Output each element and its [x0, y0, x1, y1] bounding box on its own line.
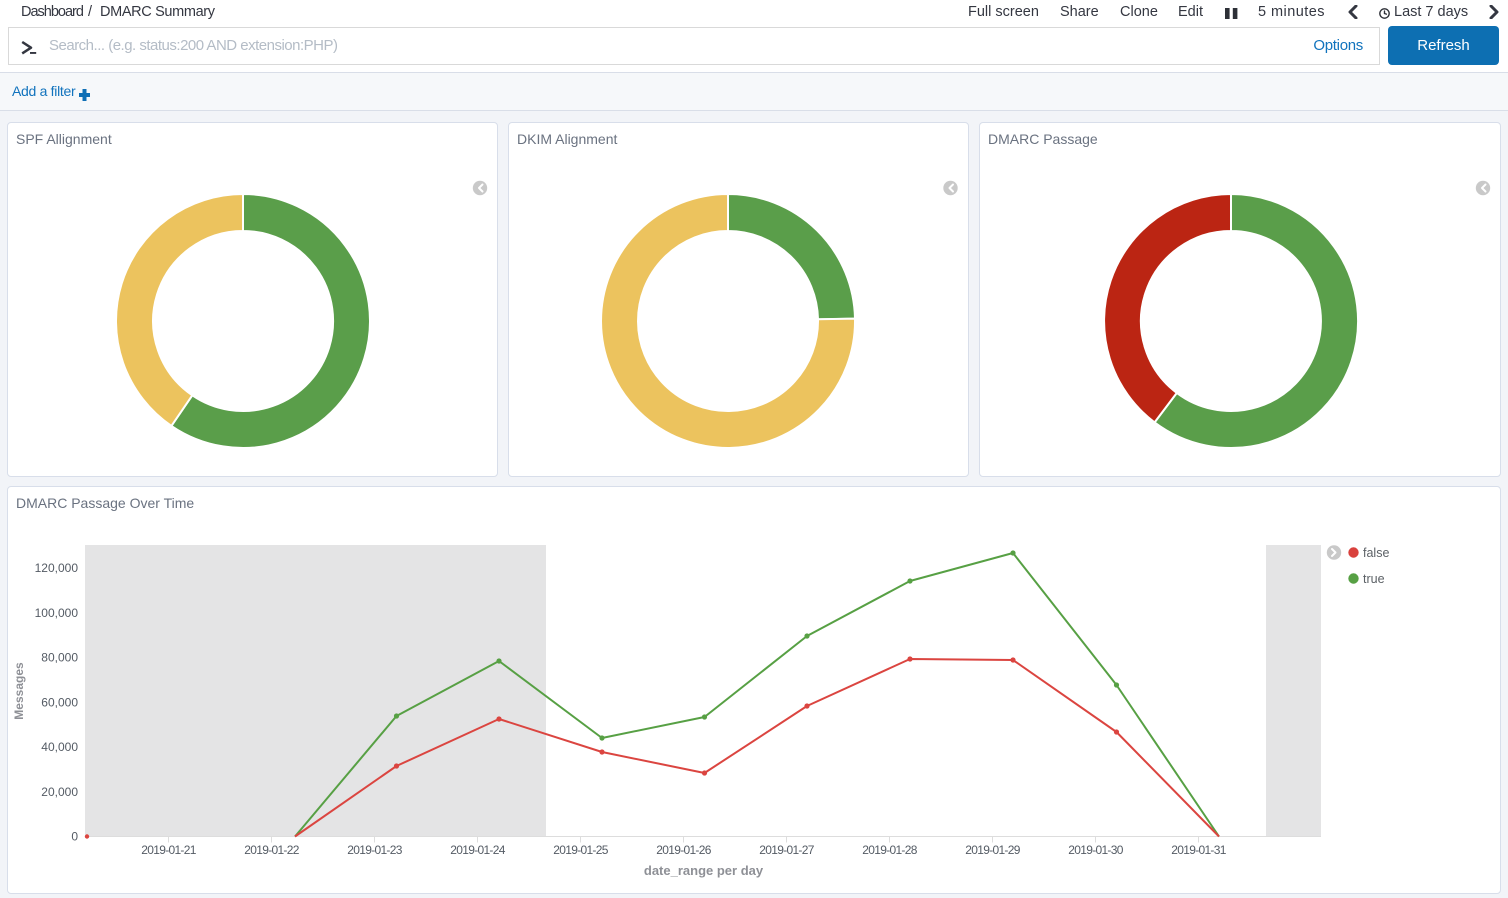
svg-text:100,000: 100,000: [35, 606, 79, 620]
svg-text:2019-01-23: 2019-01-23: [347, 843, 402, 857]
svg-text:40,000: 40,000: [41, 740, 78, 754]
svg-text:20,000: 20,000: [41, 785, 78, 799]
svg-text:2019-01-24: 2019-01-24: [450, 843, 505, 857]
svg-text:2019-01-30: 2019-01-30: [1068, 843, 1123, 857]
svg-text:120,000: 120,000: [35, 561, 79, 575]
svg-text:2019-01-22: 2019-01-22: [244, 843, 299, 857]
svg-text:80,000: 80,000: [41, 651, 78, 665]
svg-text:60,000: 60,000: [41, 695, 78, 709]
svg-text:2019-01-27: 2019-01-27: [759, 843, 814, 857]
svg-text:true: true: [1363, 572, 1385, 586]
svg-text:0: 0: [71, 830, 78, 844]
svg-text:2019-01-29: 2019-01-29: [965, 843, 1020, 857]
svg-text:false: false: [1363, 546, 1389, 560]
svg-text:2019-01-31: 2019-01-31: [1171, 843, 1226, 857]
svg-text:Messages: Messages: [12, 662, 26, 720]
svg-text:2019-01-28: 2019-01-28: [862, 843, 917, 857]
svg-text:date_range per day: date_range per day: [644, 863, 764, 878]
svg-text:2019-01-26: 2019-01-26: [656, 843, 711, 857]
svg-text:2019-01-21: 2019-01-21: [141, 843, 196, 857]
svg-text:2019-01-25: 2019-01-25: [553, 843, 608, 857]
